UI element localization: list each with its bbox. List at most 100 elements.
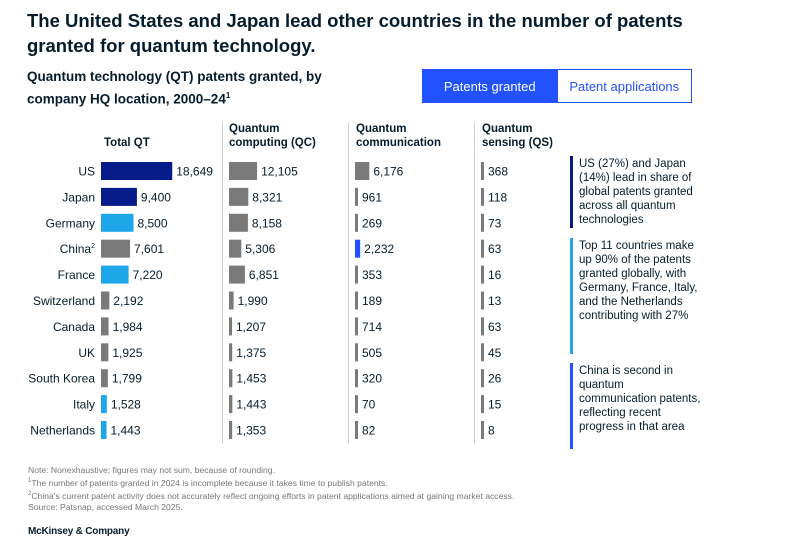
data-label: 1,443 <box>111 424 141 438</box>
bar-1-canada <box>229 317 232 336</box>
data-label: 2,232 <box>364 242 394 256</box>
category-label: Switzerland <box>33 294 95 308</box>
data-label: 13 <box>488 294 502 308</box>
data-label: 18,649 <box>176 165 213 179</box>
data-label: 63 <box>488 320 502 334</box>
bar-2-japan <box>355 187 358 206</box>
bar-0-china <box>101 239 131 258</box>
category-label: Germany <box>46 216 95 230</box>
footnote-2-mark: 2 <box>28 490 32 497</box>
category-label-text: China <box>60 242 92 256</box>
data-label: 1,925 <box>112 346 142 360</box>
data-label: 45 <box>488 346 502 360</box>
bar-2-italy <box>355 395 358 414</box>
data-label: 505 <box>362 346 382 360</box>
bar-0-italy <box>101 395 107 414</box>
footnotes: Note: Nonexhaustive; figures may not sum… <box>28 465 514 513</box>
bar-3-canada <box>481 317 484 336</box>
category-label: France <box>58 268 96 282</box>
category-label: Italy <box>73 398 95 412</box>
col-header-qcomm-line2: communication <box>356 137 441 149</box>
col-header-qs: Quantum sensing (QS) <box>482 122 553 150</box>
col-header-qcomm: Quantum communication <box>356 122 441 150</box>
note-marker-top11 <box>570 238 573 354</box>
col-header-total-qt: Total QT <box>104 136 150 150</box>
data-label: 1,207 <box>236 320 266 334</box>
data-label: 1,353 <box>236 424 266 438</box>
data-label: 82 <box>362 424 376 438</box>
note-marker-china <box>570 363 573 449</box>
data-label: 320 <box>362 372 382 386</box>
data-label: 368 <box>488 165 508 179</box>
bar-3-china <box>481 239 484 258</box>
data-label: 26 <box>488 372 502 386</box>
data-label: 15 <box>488 398 502 412</box>
col-header-qcomm-line1: Quantum <box>356 123 407 135</box>
footnote-1-text: The number of patents granted in 2024 is… <box>31 477 388 488</box>
data-label: 353 <box>362 268 382 282</box>
data-label: 1,984 <box>113 320 143 334</box>
patent-applications-tab[interactable]: Patent applications <box>556 70 691 102</box>
data-label: 118 <box>488 190 507 204</box>
bar-0-germany <box>101 213 134 232</box>
footnote-1: 1The number of patents granted in 2024 i… <box>28 476 514 489</box>
data-label: 1,990 <box>238 294 268 308</box>
data-label: 9,400 <box>141 190 171 204</box>
bar-2-uk <box>355 343 358 362</box>
footnote-note: Note: Nonexhaustive; figures may not sum… <box>28 465 275 475</box>
footnote-2: 2China's current patent activity does no… <box>28 489 514 502</box>
view-toggle: Patents granted Patent applications <box>422 69 692 103</box>
data-label: 5,306 <box>245 242 275 256</box>
col-header-total-qt-line: Total QT <box>104 137 150 149</box>
data-label: 6,176 <box>373 165 403 179</box>
patents-granted-tab[interactable]: Patents granted <box>423 70 557 102</box>
footnote-1-mark: 1 <box>28 478 32 484</box>
bar-1-south-korea <box>229 369 233 388</box>
data-label: 7,601 <box>134 242 164 256</box>
data-label: 961 <box>362 190 382 204</box>
bar-1-france <box>229 265 245 284</box>
category-footnote-mark: 2 <box>91 243 95 250</box>
col-header-qc-line1: Quantum <box>229 123 280 135</box>
data-label: 12,105 <box>261 165 298 179</box>
bar-3-italy <box>481 395 484 414</box>
note-china: China is second in quantum communication… <box>579 365 701 433</box>
bar-1-us <box>229 162 258 180</box>
subtitle-footnote-mark: 1 <box>225 91 231 100</box>
footnote-source: Source: Patsnap, accessed March 2025. <box>28 501 183 512</box>
bar-0-canada <box>101 317 109 336</box>
bar-2-south-korea <box>355 369 358 388</box>
bar-0-japan <box>101 187 137 206</box>
brand-logo: McKinsey & Company <box>28 526 130 537</box>
data-label: 16 <box>488 268 502 282</box>
bar-3-netherlands <box>481 421 484 439</box>
data-label: 2,192 <box>113 294 143 308</box>
data-label: 70 <box>362 398 376 412</box>
bar-3-france <box>481 265 484 284</box>
data-label: 269 <box>362 216 382 230</box>
subtitle-text: Quantum technology (QT) patents granted,… <box>27 69 322 107</box>
bar-2-canada <box>355 317 358 336</box>
bar-1-uk <box>229 343 233 362</box>
data-label: 1,375 <box>236 346 266 360</box>
bar-3-switzerland <box>481 291 484 310</box>
category-label: US <box>78 165 95 179</box>
footnote-2-text: China's current patent activity does not… <box>31 490 515 501</box>
category-label: Canada <box>53 320 95 334</box>
bar-1-germany <box>229 213 248 232</box>
note-us-japan: US (27%) and Japan (14%) lead in share o… <box>579 158 693 226</box>
col-header-qs-line1: Quantum <box>482 123 533 135</box>
bar-2-china <box>355 239 361 258</box>
category-label: Netherlands <box>30 424 95 438</box>
col-header-qc-line2: computing (QC) <box>229 137 316 149</box>
category-label: China2 <box>60 242 95 256</box>
category-label: Japan <box>62 190 95 204</box>
bar-0-us <box>101 162 173 180</box>
category-label: UK <box>78 346 95 360</box>
data-label: 189 <box>362 294 382 308</box>
data-label: 1,799 <box>112 372 142 386</box>
bar-3-us <box>481 162 484 180</box>
data-label: 1,443 <box>236 398 266 412</box>
bar-1-switzerland <box>229 291 234 310</box>
bar-2-us <box>355 162 370 180</box>
